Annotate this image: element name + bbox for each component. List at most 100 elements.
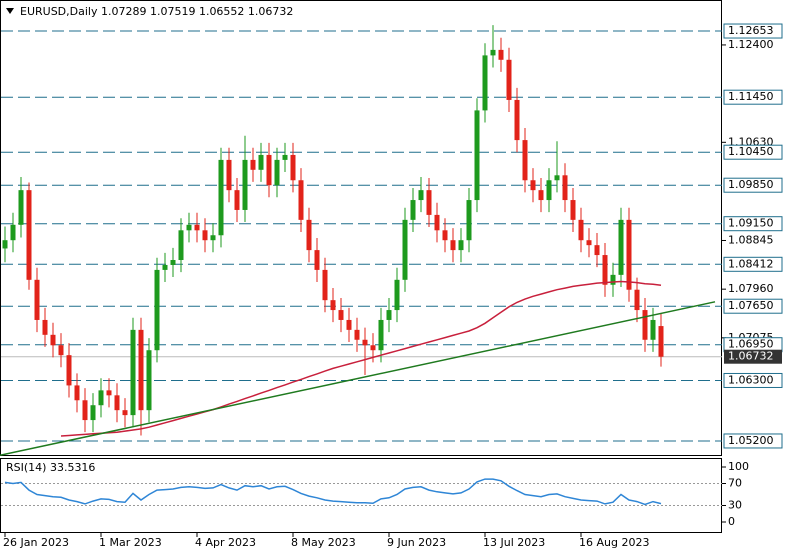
rsi-title: RSI(14) 33.5316 [6,461,95,474]
symbol-icon [6,8,14,14]
candle-body [434,214,440,231]
candle-body [98,390,104,406]
candle-body [658,326,664,357]
level-label: 1.10450 [728,145,774,158]
candle-body [226,159,232,191]
candle-body [2,240,8,249]
level-label: 1.05200 [728,434,774,447]
candle-body [378,319,384,351]
level-label-box [723,372,783,388]
candle-body [194,224,200,231]
rsi-tick-label: 100 [728,460,749,473]
rsi-tick-label: 30 [728,499,742,512]
candle-body [394,279,400,311]
candle-body [202,230,208,241]
candle-body [242,159,248,210]
candle-body [322,269,328,301]
candle-body [418,190,424,201]
candle-body [266,154,272,186]
candle-body [282,154,288,160]
candle-body [354,329,360,340]
level-label-box [723,256,783,272]
candle-body [578,219,584,241]
candle-body [330,300,336,311]
candle-body [450,240,456,251]
candle-body [10,224,16,241]
candle-body [530,180,536,191]
level-label: 1.12653 [728,24,774,37]
candle-body [538,190,544,201]
candle-body [26,190,32,280]
candle-body [50,334,56,346]
candle-body [130,329,136,416]
candle-body [234,190,240,210]
candle-body [562,175,568,201]
candle-body [154,269,160,351]
y-tick-label: 1.08845 [728,233,774,246]
candle-body [618,219,624,275]
candle-body [274,159,280,186]
candle-body [210,235,216,241]
candle-body [634,289,640,311]
candle-body [482,55,488,111]
candle-body [650,319,656,340]
candle-body [74,385,80,401]
x-tick-label: 26 Jan 2023 [3,536,69,549]
candle-body [306,219,312,251]
candle-body [122,410,128,416]
candle-body [34,279,40,320]
level-label-box [723,433,783,449]
candle-body [298,180,304,220]
y-tick-label: 1.12400 [728,38,774,51]
candle-body [362,339,368,346]
candle-body [218,159,224,236]
candle-body [106,390,112,396]
candle-body [626,219,632,290]
candle-body [146,350,152,411]
candle-body [162,264,168,270]
level-label: 1.07650 [728,299,774,312]
level-label: 1.09150 [728,217,774,230]
candle-body [90,405,96,421]
x-tick-label: 4 Apr 2023 [195,536,256,549]
candle-body [610,274,616,285]
candle-body [554,175,560,181]
candle-body [602,255,608,285]
candle-body [82,400,88,421]
candle-body [506,59,512,100]
level-label-box [723,89,783,105]
x-tick-label: 9 Jun 2023 [387,536,446,549]
candle-body [18,190,24,225]
candle-body [338,310,344,320]
candle-body [258,154,264,170]
candle-body [290,154,296,181]
level-label: 1.09850 [728,178,774,191]
rsi-panel [0,458,722,533]
candle-body [458,240,464,251]
candle-body [402,219,408,280]
rsi-line [4,478,662,506]
candle-body [170,260,176,265]
candle-body [178,230,184,261]
candle-body [514,99,520,141]
level-label: 1.11450 [728,90,774,103]
rsi-tick-label: 0 [728,515,735,528]
level-label: 1.08412 [728,257,774,270]
candle-body [586,240,592,246]
candle-body [66,355,72,386]
candle-body [58,345,64,356]
candle-body [490,49,496,56]
x-tick-label: 8 May 2023 [291,536,356,549]
candle-body [442,230,448,241]
x-tick-label: 1 Mar 2023 [99,536,162,549]
candle-body [642,310,648,340]
level-label-box [723,23,783,39]
candle-body [474,110,480,201]
candle-body [546,180,552,201]
candle-body [42,319,48,335]
rsi-tick-label: 70 [728,477,742,490]
candle-body [250,159,256,170]
candle-body [314,250,320,270]
moving-average [60,280,662,437]
last-price-box [724,349,782,364]
